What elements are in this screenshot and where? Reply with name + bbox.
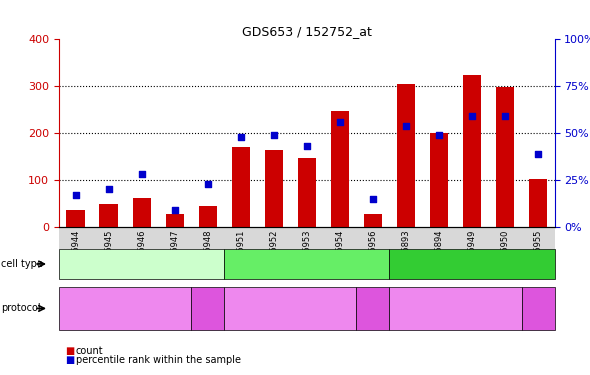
Point <box>269 132 278 138</box>
Bar <box>199 206 217 227</box>
Point <box>401 123 411 129</box>
Point <box>137 171 146 177</box>
Bar <box>463 75 481 227</box>
Bar <box>496 87 514 227</box>
Text: dissoo
ated
larval
brain: dissoo ated larval brain <box>360 288 385 328</box>
Bar <box>331 111 349 227</box>
Point <box>533 151 543 157</box>
Text: cholinergic/Gad1 negative: cholinergic/Gad1 negative <box>408 259 536 269</box>
Text: ■: ■ <box>65 346 74 355</box>
Bar <box>529 179 547 227</box>
Text: embryo cell culture: embryo cell culture <box>253 304 327 313</box>
Text: protocol: protocol <box>1 303 41 313</box>
Text: dissoo
ated
larval
brain: dissoo ated larval brain <box>195 288 220 328</box>
Text: embryo cell culture: embryo cell culture <box>418 304 493 313</box>
Bar <box>364 214 382 227</box>
Text: count: count <box>76 346 103 355</box>
Bar <box>166 214 183 227</box>
Text: percentile rank within the sample: percentile rank within the sample <box>76 355 241 365</box>
Bar <box>397 84 415 227</box>
Text: dissoo
ated
larval
brain: dissoo ated larval brain <box>526 288 550 328</box>
Title: GDS653 / 152752_at: GDS653 / 152752_at <box>242 25 372 38</box>
Point <box>170 207 179 213</box>
Point <box>71 192 80 198</box>
Bar <box>100 204 117 227</box>
Bar <box>67 210 84 227</box>
Bar <box>298 158 316 227</box>
Bar <box>430 133 448 227</box>
Text: cholinergic neurons: cholinergic neurons <box>94 259 189 269</box>
Bar <box>133 198 150 227</box>
Point <box>104 186 113 192</box>
Point <box>467 113 477 119</box>
Bar <box>265 150 283 227</box>
Text: Gad1 expressing neurons: Gad1 expressing neurons <box>244 259 369 269</box>
Point <box>236 134 245 140</box>
Point <box>434 132 444 138</box>
Point <box>368 196 378 202</box>
Text: ■: ■ <box>65 355 74 365</box>
Point <box>335 119 345 125</box>
Text: cell type: cell type <box>1 259 43 269</box>
Point <box>302 143 312 149</box>
Point <box>500 113 510 119</box>
Bar <box>232 147 250 227</box>
Point <box>203 181 212 187</box>
Text: embryo cell culture: embryo cell culture <box>88 304 162 313</box>
